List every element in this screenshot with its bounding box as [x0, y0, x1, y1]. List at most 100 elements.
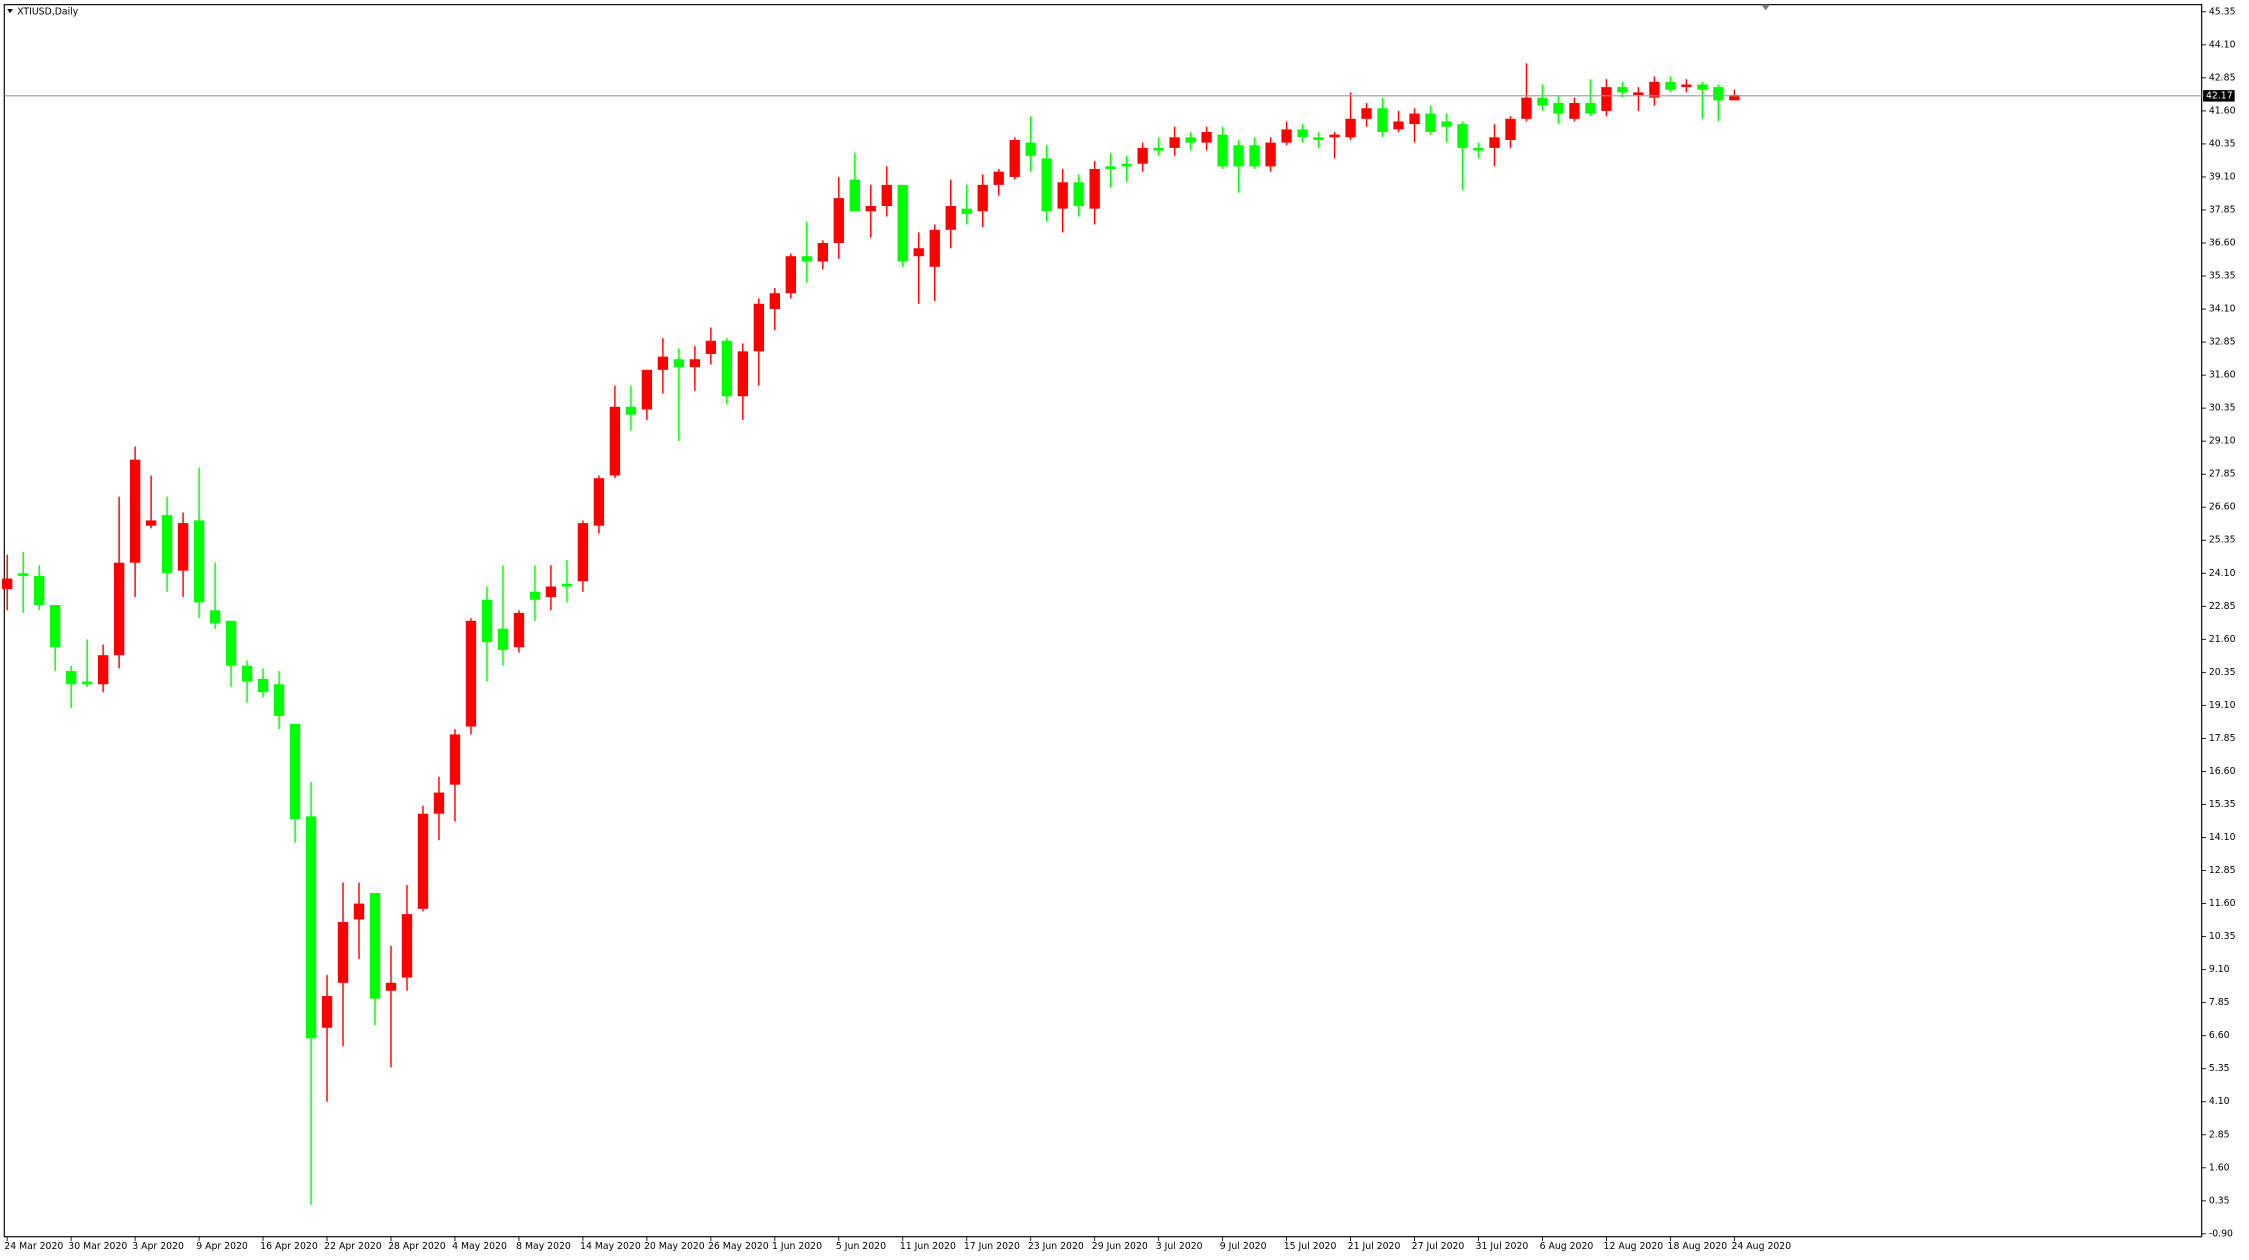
- candle-body: [817, 243, 828, 262]
- y-tick-label: 25.35: [2209, 535, 2236, 546]
- candle-body: [1137, 147, 1148, 164]
- x-tick-label: 18 Aug 2020: [1668, 1241, 1728, 1252]
- y-tick-label: 29.10: [2209, 436, 2236, 447]
- candle-body: [1121, 163, 1132, 167]
- candle-body: [881, 184, 892, 207]
- x-tick-label: 4 May 2020: [452, 1241, 507, 1252]
- candle-body: [593, 478, 605, 526]
- y-tick-label: 14.10: [2209, 832, 2236, 843]
- candle-body: [321, 996, 333, 1028]
- candle-body: [1441, 121, 1452, 127]
- candle-body: [1489, 137, 1500, 148]
- y-tick-label: 27.85: [2209, 469, 2236, 480]
- candle-body: [1473, 147, 1484, 151]
- y-tick-label: 1.60: [2209, 1162, 2230, 1173]
- candle-body: [641, 369, 653, 410]
- candle-body: [1201, 132, 1212, 143]
- current-price-label: 42.17: [2206, 90, 2233, 101]
- candle-body: [305, 816, 317, 1039]
- candle-body: [1041, 158, 1052, 212]
- candle-body: [977, 184, 988, 212]
- candle-body: [1729, 95, 1740, 101]
- candle-body: [1233, 145, 1244, 167]
- candle-body: [1185, 137, 1196, 143]
- candle-body: [145, 520, 157, 526]
- candle-body: [209, 610, 221, 624]
- y-tick-label: 26.60: [2209, 502, 2236, 513]
- candle-body: [1681, 84, 1692, 88]
- candle-body: [1409, 113, 1420, 125]
- candle-body: [18, 573, 29, 576]
- y-tick-label: 41.60: [2209, 105, 2236, 116]
- candle-body: [1425, 113, 1436, 133]
- candle-body: [1377, 108, 1388, 133]
- candle-body: [1265, 142, 1276, 167]
- x-tick-label: 3 Apr 2020: [132, 1241, 184, 1252]
- x-tick-label: 5 Jun 2020: [836, 1241, 886, 1252]
- x-tick-label: 15 Jul 2020: [1284, 1241, 1337, 1252]
- y-tick-label: 7.85: [2209, 997, 2230, 1008]
- candle-body: [1713, 87, 1724, 101]
- candle-body: [801, 256, 812, 262]
- candle-body: [1633, 92, 1644, 96]
- candle-body: [353, 903, 365, 920]
- x-tick-label: 27 Jul 2020: [1412, 1241, 1465, 1252]
- candle-body: [241, 665, 253, 682]
- y-tick-label: 19.10: [2209, 700, 2236, 711]
- x-tick-label: 16 Apr 2020: [260, 1241, 318, 1252]
- candle-body: [1617, 87, 1628, 93]
- candle-body: [129, 459, 141, 563]
- x-tick-label: 26 May 2020: [708, 1241, 769, 1252]
- candle-body: [497, 628, 509, 650]
- candle-body: [1217, 134, 1228, 167]
- candle-body: [513, 612, 525, 648]
- y-tick-label: 9.10: [2209, 964, 2230, 975]
- candle-body: [1649, 81, 1660, 98]
- y-tick-label: 34.10: [2209, 304, 2236, 315]
- x-tick-label: 6 Aug 2020: [1540, 1241, 1594, 1252]
- candle-body: [33, 575, 45, 605]
- y-tick-label: 5.35: [2209, 1063, 2230, 1074]
- y-tick-label: 16.60: [2209, 766, 2236, 777]
- candle-body: [753, 303, 764, 352]
- x-tick-label: 9 Apr 2020: [196, 1241, 248, 1252]
- x-tick-label: 20 May 2020: [644, 1241, 705, 1252]
- y-tick-label: 40.35: [2209, 138, 2236, 149]
- candle-body: [1601, 87, 1612, 111]
- candle-body: [1537, 97, 1548, 106]
- candle-body: [545, 586, 557, 598]
- y-tick-label: 4.10: [2209, 1096, 2230, 1107]
- candle-body: [449, 734, 461, 785]
- y-tick-label: 0.35: [2209, 1195, 2230, 1206]
- candle-body: [737, 351, 748, 397]
- candle-body: [657, 356, 669, 370]
- candle-body: [225, 620, 237, 666]
- candle-body: [65, 671, 77, 685]
- candle-body: [257, 678, 269, 693]
- candle-body: [1345, 118, 1356, 138]
- candle-body: [1393, 121, 1404, 130]
- plot-frame: [3, 4, 2203, 1238]
- y-tick-label: 17.85: [2209, 733, 2236, 744]
- candle-body: [1553, 102, 1564, 114]
- candle-body: [385, 982, 397, 991]
- candle-body: [897, 184, 908, 262]
- candle-body: [1169, 137, 1180, 148]
- y-tick-label: 6.60: [2209, 1030, 2230, 1041]
- candle-body: [1153, 147, 1164, 151]
- candle-body: [945, 206, 956, 230]
- x-tick-label: 30 Mar 2020: [68, 1241, 127, 1252]
- candle-body: [609, 406, 621, 476]
- candle-body: [1297, 129, 1308, 138]
- x-tick-label: 29 Jun 2020: [1092, 1241, 1148, 1252]
- candle-body: [161, 515, 173, 574]
- y-tick-label: 37.85: [2209, 204, 2236, 215]
- candle-body: [913, 248, 924, 257]
- candle-body: [833, 198, 844, 244]
- y-tick-label: 21.60: [2209, 634, 2236, 645]
- y-tick-label: 12.85: [2209, 865, 2236, 876]
- chart-title: XTIUSD,Daily: [17, 6, 79, 17]
- y-tick-label: 20.35: [2209, 667, 2236, 678]
- x-tick-label: 17 Jun 2020: [964, 1241, 1020, 1252]
- candle-body: [49, 604, 61, 648]
